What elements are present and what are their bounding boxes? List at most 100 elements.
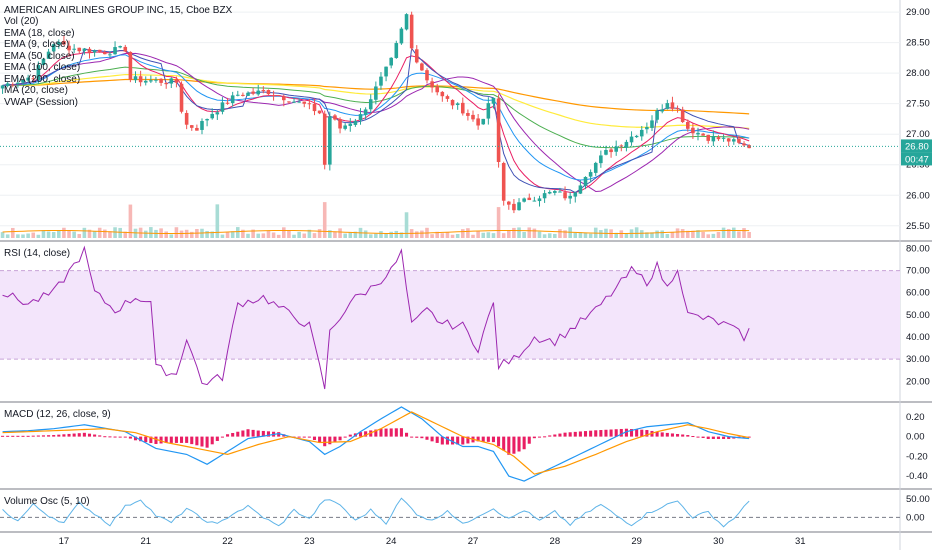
volume-bar: [205, 230, 209, 238]
candle-body: [685, 122, 690, 129]
candle-body: [399, 28, 404, 44]
macd-histogram-bar: [256, 430, 260, 437]
candle-body: [21, 79, 25, 83]
volume-bar: [97, 227, 102, 238]
volume-bar: [624, 233, 629, 238]
volume-bar: [220, 234, 225, 238]
macd-pane[interactable]: 0.20 0.00 -0.20 -0.40: [1, 406, 928, 482]
volume-bar: [670, 231, 675, 238]
candle-body: [348, 123, 353, 126]
macd-histogram-bar: [210, 436, 214, 445]
macd-histogram-bar: [681, 434, 685, 437]
volume-bar: [276, 234, 281, 238]
candle-body: [123, 46, 128, 52]
candle-body: [737, 138, 741, 143]
volume-bar: [486, 232, 491, 238]
candle-body: [517, 202, 521, 211]
macd-histogram-bar: [445, 436, 449, 445]
macd-histogram-bar: [215, 436, 219, 441]
time-axis[interactable]: 17 21 22 23 24 27 28 29 30 31: [59, 536, 806, 547]
candle-body: [77, 47, 82, 52]
volume-ma-line: [2, 229, 750, 235]
volume-bar: [481, 232, 486, 238]
candle-body: [522, 198, 526, 202]
volume-bar: [317, 229, 322, 238]
candle-body: [670, 102, 675, 109]
rsi-band: [0, 270, 900, 360]
volume-bar: [113, 227, 117, 238]
macd-histogram-bar: [589, 430, 593, 437]
volume-bar: [374, 233, 378, 238]
volume-bar: [501, 233, 506, 238]
macd-histogram-bar: [77, 433, 81, 437]
volume-bar: [179, 230, 184, 238]
candle-body: [225, 102, 230, 104]
candle-body: [179, 83, 184, 112]
candle-body: [527, 197, 532, 201]
macd-histogram-bar: [52, 435, 56, 437]
volume-bar: [737, 231, 741, 238]
candle-body: [568, 195, 572, 199]
macd-histogram-bar: [82, 432, 86, 437]
price-pane[interactable]: 29.0028.5028.0027.5027.0026.5026.0025.50…: [0, 7, 932, 238]
ema50-line: [2, 66, 750, 149]
macd-histogram-bar: [630, 429, 634, 437]
macd-histogram-bar: [338, 436, 342, 441]
candle-body: [57, 42, 61, 45]
time-axis-label: 31: [795, 536, 806, 547]
volume-bar: [517, 227, 521, 238]
volume-bar: [537, 231, 542, 238]
volume-bar: [399, 232, 404, 238]
macd-histogram-bar: [696, 436, 700, 438]
last-price-label: 26.80: [905, 141, 929, 152]
volume-bar: [471, 234, 475, 238]
macd-histogram-bar: [583, 431, 588, 437]
macd-histogram-bar: [195, 436, 199, 446]
volume-bar: [420, 230, 424, 238]
legend-ema18: EMA (18, close): [4, 28, 75, 39]
candle-body: [328, 116, 332, 165]
volume-bar: [522, 231, 526, 238]
candle-body: [36, 65, 41, 80]
rsi-axis-label: 20.00: [906, 376, 930, 387]
volume-bar: [51, 231, 56, 238]
price-axis-label: 25.50: [906, 221, 930, 232]
volume-bar: [726, 228, 731, 238]
candle-body: [553, 191, 557, 193]
volume-bar: [507, 229, 511, 238]
volume-oscillator-pane[interactable]: 50.00 0.00: [0, 494, 930, 528]
macd-histogram-bar: [435, 436, 439, 443]
volume-bar: [384, 232, 388, 238]
ma20-line: [2, 52, 750, 192]
macd-histogram-bar: [517, 436, 521, 452]
candle-body: [547, 191, 552, 194]
macd-histogram-bar: [481, 436, 485, 442]
volume-bar: [614, 232, 618, 238]
volume-bar: [143, 230, 148, 238]
volume-bar: [440, 233, 445, 238]
candle-body: [133, 76, 138, 81]
rsi-legend: RSI (14, close): [4, 248, 70, 259]
macd-axis-label: -0.20: [906, 451, 928, 462]
volume-bar: [282, 227, 286, 238]
volume-bar: [394, 230, 399, 238]
volume-bar: [634, 227, 639, 238]
macd-histogram-bar: [348, 434, 352, 437]
time-axis-label: 21: [140, 536, 151, 547]
rsi-pane[interactable]: 80.00 70.00 60.00 50.00 40.00 30.00 20.00: [0, 243, 930, 390]
macd-histogram-bar: [123, 436, 127, 438]
volume-bar: [563, 230, 567, 238]
macd-histogram-bar: [261, 430, 265, 437]
time-axis-label: 27: [468, 536, 479, 547]
volume-bar: [583, 232, 588, 238]
macd-histogram-bar: [133, 436, 138, 441]
candle-body: [691, 127, 695, 134]
volume-bar: [742, 228, 746, 238]
candle-body: [333, 115, 337, 120]
macd-histogram-bar: [318, 436, 322, 443]
volume-bar: [10, 227, 15, 238]
price-legend: AMERICAN AIRLINES GROUP INC, 15, Cboe BZ…: [4, 5, 233, 108]
candle-body: [312, 103, 317, 112]
volume-bar: [450, 234, 455, 238]
